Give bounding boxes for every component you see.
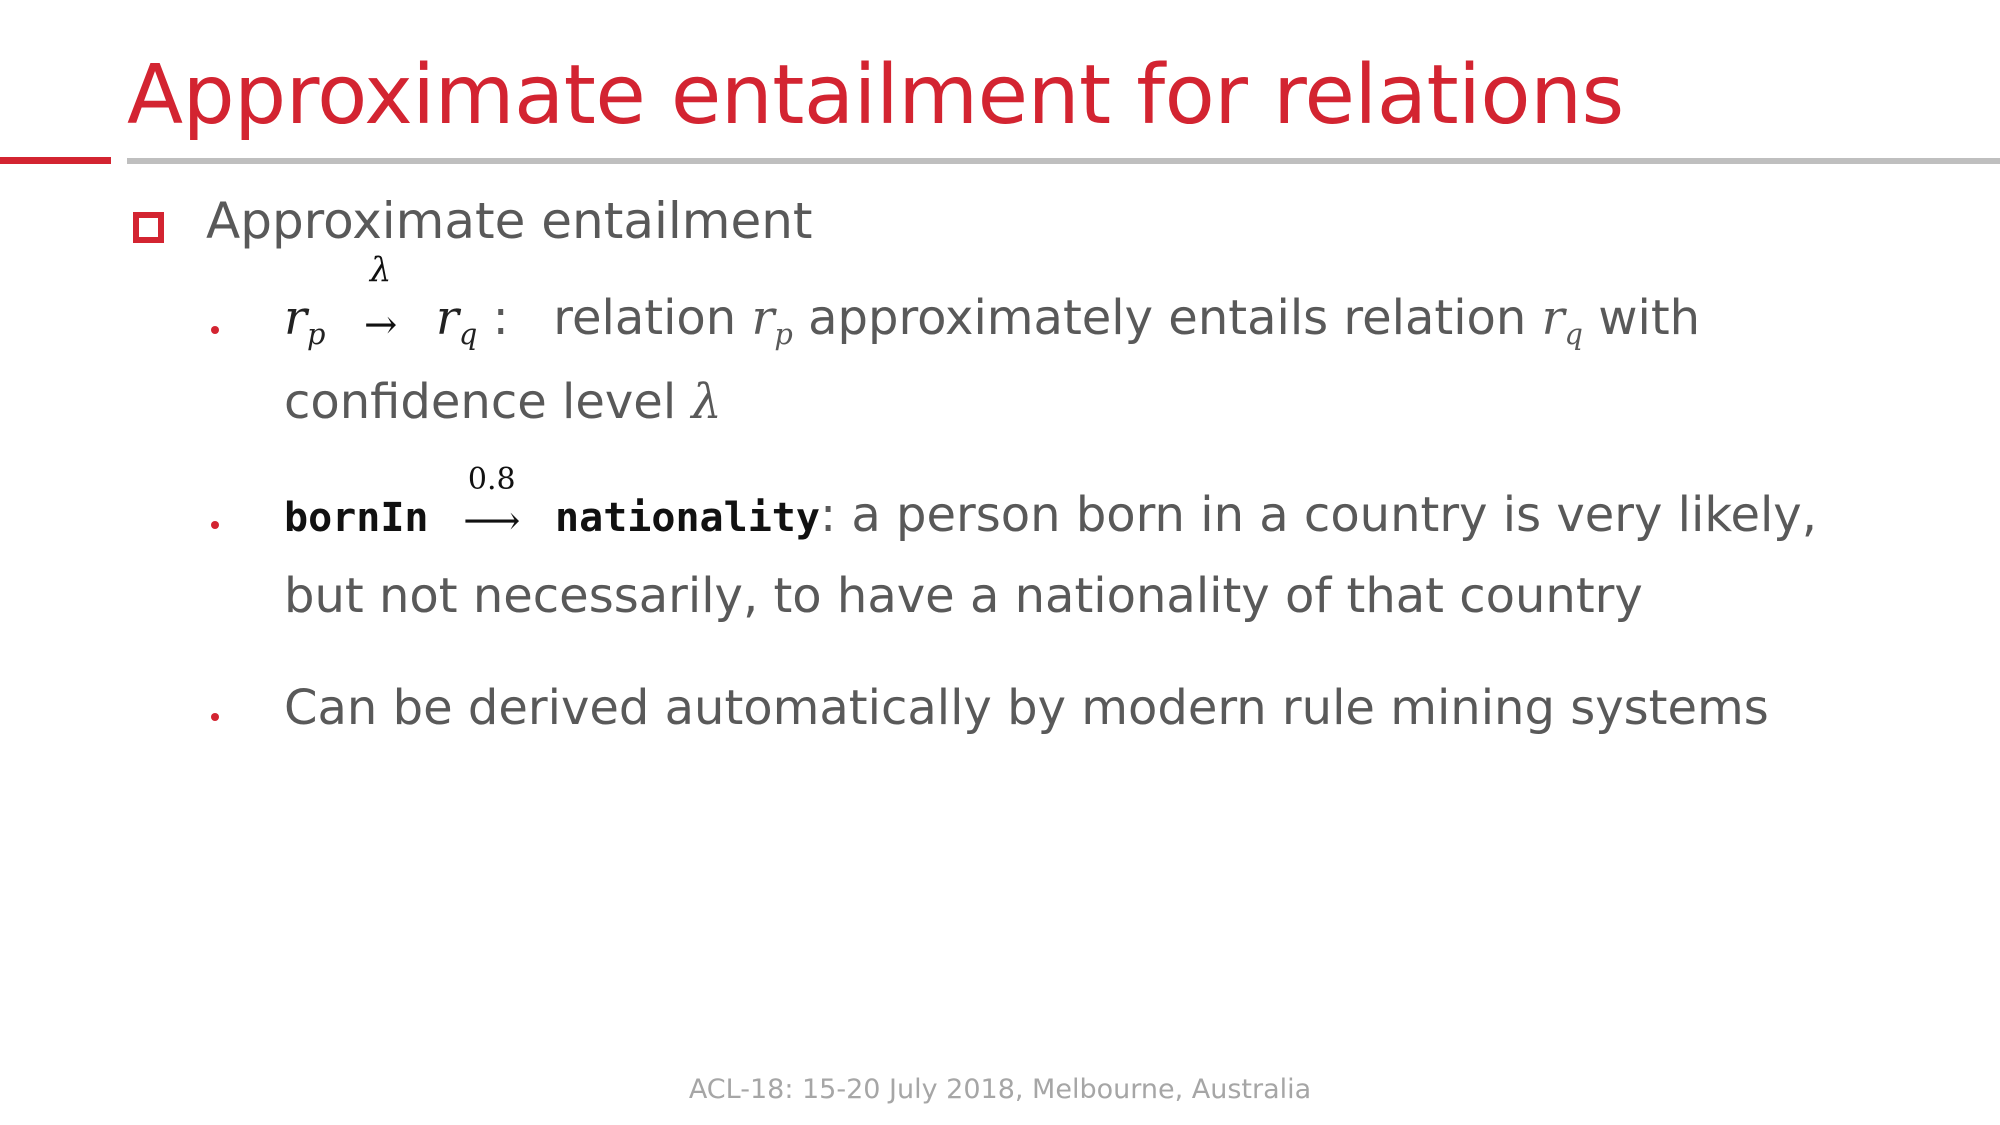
arrow-icon: →: [363, 301, 398, 348]
bullet1-line2: confidence level λ: [284, 374, 722, 430]
slide-title: Approximate entailment for relations: [127, 48, 1624, 143]
entailment-arrow: 0.8 ⟶: [450, 462, 534, 546]
formula-colon: :: [492, 290, 509, 346]
formula-rhs: rq: [435, 290, 478, 351]
square-bullet-icon: [133, 212, 164, 243]
bullet-dot-icon: [211, 713, 219, 721]
bullet2-line1: bornIn 0.8 ⟶ nationality: a person born …: [284, 462, 1817, 546]
formula-lhs: rp: [284, 290, 326, 351]
formula-arrow: λ →: [351, 250, 411, 350]
footer: ACL-18: 15-20 July 2018, Melbourne, Aust…: [688, 1074, 1312, 1105]
relation-bornin: bornIn: [284, 495, 429, 541]
var-rp: rp: [751, 290, 793, 351]
section-heading: Approximate entailment: [206, 192, 813, 250]
title-rule: [127, 158, 2000, 164]
bullet1-text-a: relation: [553, 290, 737, 346]
confidence-label: 0.8: [467, 462, 516, 497]
var-lambda: λ: [691, 374, 722, 430]
relation-nationality: nationality: [555, 495, 820, 541]
formula-entailment: rp λ → rq: [284, 250, 493, 352]
bullet2-text-line1: : a person born in a country is very lik…: [819, 487, 1817, 543]
bullet1-line2-text: confidence level: [284, 374, 677, 430]
long-arrow-icon: ⟶: [463, 498, 521, 544]
formula-arrow-label: λ: [369, 249, 392, 290]
bullet1-text-b: approximately entails relation: [808, 290, 1527, 346]
bullet2-line2: but not necessarily, to have a nationali…: [284, 568, 1643, 624]
bullet1-line1: rp λ → rq : relation rp approximately en…: [284, 250, 1701, 352]
bullet-dot-icon: [211, 521, 219, 529]
bullet-dot-icon: [211, 326, 219, 334]
title-rule-accent: [0, 157, 111, 164]
bullet1-text-c: with: [1598, 290, 1701, 346]
var-rq: rq: [1541, 290, 1583, 351]
bullet3-text: Can be derived automatically by modern r…: [284, 680, 1769, 736]
